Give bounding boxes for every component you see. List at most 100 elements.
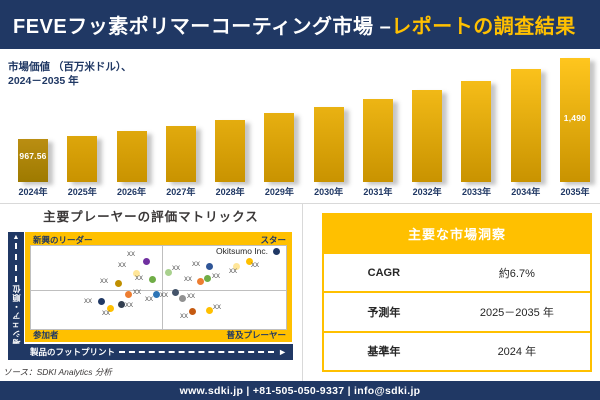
matrix-plot-area bbox=[30, 245, 287, 330]
bar-2025年 bbox=[67, 136, 98, 182]
matrix-point-label: XX bbox=[187, 294, 196, 300]
x-axis-label: 2031年 bbox=[363, 187, 393, 197]
matrix-point-label: XX bbox=[133, 290, 142, 296]
section-divider-top bbox=[0, 203, 600, 204]
matrix-point-label: XX bbox=[145, 297, 154, 303]
matrix-data-point bbox=[149, 276, 156, 283]
matrix-data-point bbox=[118, 301, 125, 308]
chart-title: 市場価値 （百万米ドル）、 2024－2035 年 bbox=[8, 60, 132, 88]
bar-value-label: 1,490 bbox=[563, 113, 587, 123]
insights-table: 主要な市場洞察 CAGR 約6.7% 予測年 2025－2035 年 基準年 2… bbox=[322, 213, 592, 372]
matrix-data-point bbox=[125, 291, 132, 298]
matrix-data-point bbox=[133, 270, 140, 277]
source-note: ソース：SDKI Analytics 分析 bbox=[3, 367, 112, 377]
matrix-data-point bbox=[189, 308, 196, 315]
chart-title-line2: 2024－2035 年 bbox=[8, 75, 79, 87]
matrix-point-label: XX bbox=[84, 299, 93, 305]
matrix-point-label: XX bbox=[180, 314, 189, 320]
matrix-point-label: XX bbox=[184, 277, 193, 283]
matrix-data-point bbox=[273, 248, 280, 255]
matrix-point-label: XX bbox=[135, 276, 144, 282]
matrix-data-point bbox=[107, 305, 114, 312]
matrix-data-point bbox=[206, 307, 213, 314]
matrix-data-point bbox=[143, 258, 150, 265]
y-axis-dashed-line bbox=[15, 243, 17, 282]
x-axis-label: 2030年 bbox=[314, 187, 344, 197]
bar-chart: 967.56 1,490 bbox=[18, 58, 590, 182]
matrix-data-point bbox=[179, 295, 186, 302]
bar-2030年 bbox=[313, 107, 344, 182]
row-label-base-year: 基準年 bbox=[367, 346, 401, 359]
row-value-cagr: 約6.7% bbox=[498, 267, 535, 280]
matrix-data-point bbox=[115, 280, 122, 287]
matrix-point-label: XX bbox=[100, 279, 109, 285]
bar-2024年: 967.56 bbox=[18, 139, 48, 182]
matrix-point-label: XX bbox=[212, 274, 221, 280]
quadrant-label-bottom-left: 参加者 bbox=[33, 330, 59, 340]
bar-2029年 bbox=[264, 113, 295, 182]
quadrant-label-bottom-right: 普及プレーヤー bbox=[226, 330, 286, 340]
matrix-data-point bbox=[206, 263, 213, 270]
right-arrow-icon: ► bbox=[278, 346, 287, 357]
x-axis-label: 2026年 bbox=[117, 187, 147, 197]
up-arrow-icon: ▲ bbox=[12, 234, 20, 241]
x-axis-label: 2032年 bbox=[412, 187, 442, 197]
page-title-accent: レポートの調査結果 bbox=[391, 16, 576, 38]
matrix-data-point bbox=[204, 275, 211, 282]
x-axis-label: 2033年 bbox=[461, 187, 491, 197]
highlight-company-label: Okitsumo Inc. bbox=[216, 246, 268, 256]
x-axis-label: 2027年 bbox=[166, 187, 196, 197]
matrix-point-label: XX bbox=[102, 311, 111, 317]
bar-2032年 bbox=[412, 90, 443, 182]
matrix-point-label: XX bbox=[160, 293, 169, 299]
insights-table-header: 主要な市場洞察 bbox=[324, 215, 590, 252]
matrix-x-axis-label: 製品のフットプリント bbox=[30, 347, 116, 357]
row-value-forecast-years: 2025－2035 年 bbox=[479, 306, 554, 319]
quadrant-divider-vertical bbox=[162, 246, 163, 329]
quadrant-label-top-right: スター bbox=[260, 235, 286, 245]
matrix-point-label: XX bbox=[127, 252, 136, 258]
bar-2031年 bbox=[362, 99, 393, 182]
bar-2027年 bbox=[165, 126, 196, 182]
page-title: FEVEフッ素ポリマーコーティング市場 – bbox=[13, 16, 392, 38]
bar-value-label: 967.56 bbox=[19, 151, 47, 161]
matrix-title: 主要プレーヤーの評価マトリックス bbox=[43, 210, 259, 224]
matrix-data-point bbox=[165, 269, 172, 276]
bar-2034年 bbox=[510, 69, 541, 182]
x-axis-dashed-line bbox=[119, 351, 275, 353]
matrix-point-label: XX bbox=[229, 269, 238, 275]
x-axis-label: 2024年 bbox=[18, 187, 48, 197]
table-row: 予測年 2025－2035 年 bbox=[324, 291, 590, 330]
footer-contact-text: www.sdki.jp | +81-505-050-9337 | info@sd… bbox=[179, 384, 421, 397]
matrix-x-axis-bar: 製品のフットプリント ► bbox=[8, 344, 293, 360]
matrix-point-label: XX bbox=[172, 266, 181, 272]
matrix-data-point bbox=[172, 289, 179, 296]
x-axis-label: 2034年 bbox=[511, 187, 541, 197]
bar-2028年 bbox=[215, 120, 246, 182]
matrix-point-label: XX bbox=[118, 263, 127, 269]
matrix-data-point bbox=[153, 291, 160, 298]
row-value-base-year: 2024 年 bbox=[497, 346, 537, 359]
bar-chart-x-axis: 2024年 2025年 2026年 2027年 2028年 2029年 2030年 2031年… bbox=[0, 185, 600, 197]
matrix-point-label: XX bbox=[251, 263, 260, 269]
x-axis-label: 2035年 bbox=[560, 187, 590, 197]
quadrant-label-top-left: 新興のリーダー bbox=[33, 235, 93, 245]
matrix-point-label: XX bbox=[213, 305, 222, 311]
matrix-point-label: XX bbox=[192, 262, 201, 268]
matrix-data-point bbox=[233, 263, 240, 270]
chart-title-line1: 市場価値 （百万米ドル）、 bbox=[8, 61, 132, 73]
bar-2033年 bbox=[461, 81, 492, 182]
section-divider-vertical bbox=[302, 203, 303, 381]
matrix-point-label: XX bbox=[125, 303, 134, 309]
footer-bar: www.sdki.jp | +81-505-050-9337 | info@sd… bbox=[0, 381, 600, 400]
row-label-cagr: CAGR bbox=[367, 266, 401, 279]
matrix-data-point bbox=[246, 258, 253, 265]
header-bar: FEVEフッ素ポリマーコーティング市場 – レポートの調査結果 bbox=[0, 0, 600, 49]
matrix-data-point bbox=[197, 278, 204, 285]
table-row: 基準年 2024 年 bbox=[324, 330, 590, 370]
row-label-forecast-years: 予測年 bbox=[367, 306, 401, 319]
table-row: CAGR 約6.7% bbox=[324, 252, 590, 291]
x-axis-label: 2029年 bbox=[264, 187, 294, 197]
x-axis-label: 2028年 bbox=[215, 187, 245, 197]
